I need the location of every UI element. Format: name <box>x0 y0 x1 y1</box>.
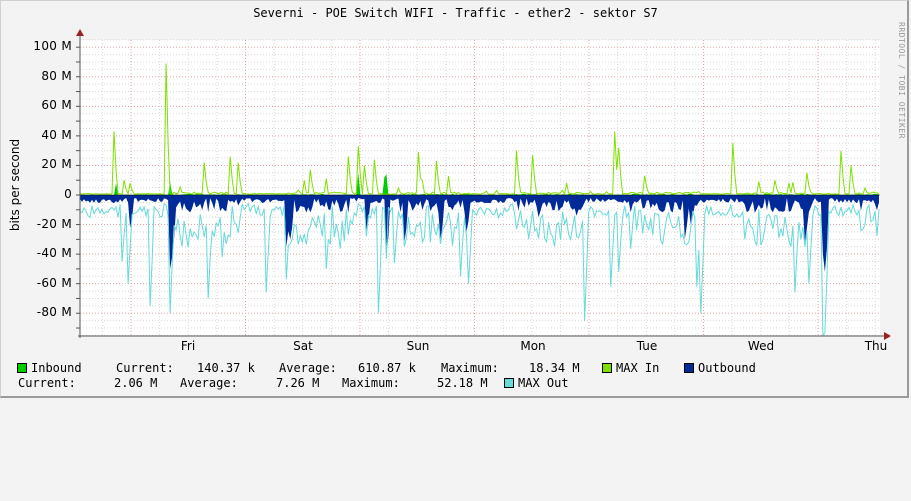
y-tick-label: -80 M <box>36 305 72 320</box>
chart-title: Severni - POE Switch WIFI - Traffic - et… <box>253 6 658 20</box>
grid-lines <box>76 39 879 336</box>
max-out-line <box>79 202 880 337</box>
legend-inbound: Inbound <box>17 361 82 375</box>
inbound-swatch-icon <box>17 363 27 373</box>
y-tick-label: 100 M <box>33 39 72 54</box>
x-tick-label: Sun <box>406 339 430 353</box>
x-tick-label: Mon <box>520 339 546 353</box>
y-tick-label: -40 M <box>36 246 72 261</box>
outbound-current-value: 2.06 M <box>114 376 158 390</box>
rrdtool-watermark: RRDTOOL / TOBI OETIKER <box>897 22 906 139</box>
y-tick-label: 0 <box>64 187 72 201</box>
y-axis-arrow-icon <box>76 29 84 36</box>
outbound-maximum-label: Maximum: <box>342 376 400 390</box>
inbound-current-value: 140.37 k <box>197 361 255 375</box>
inbound-average-value: 610.87 k <box>358 361 416 375</box>
outbound-maximum-value: 52.18 M <box>437 376 488 390</box>
legend-row-2: Current: 2.06 M Average: 7.26 M Maximum:… <box>18 376 569 488</box>
outbound-average-value: 7.26 M <box>276 376 320 390</box>
y-tick-label: 20 M <box>41 157 72 172</box>
outbound-current-label: Current: <box>18 376 76 390</box>
legend-outbound: Outbound <box>684 361 756 375</box>
plot-area <box>76 29 891 340</box>
x-tick-label: Tue <box>636 339 658 353</box>
y-tick-label: 80 M <box>41 68 72 83</box>
max-in-swatch-icon <box>602 363 612 373</box>
x-tick-label: Wed <box>747 339 775 353</box>
graph-frame <box>0 0 909 398</box>
max-out-swatch-icon <box>504 378 514 388</box>
inbound-maximum-label: Maximum: <box>441 361 499 375</box>
x-tick-label: Fri <box>180 339 196 353</box>
inbound-maximum-value: 18.34 M <box>529 361 580 375</box>
legend-max-in: MAX In <box>602 361 659 375</box>
outbound-area <box>80 195 879 272</box>
x-tick-label: Sat <box>293 339 313 353</box>
legend-max-out: MAX Out <box>504 376 569 390</box>
inbound-average-label: Average: <box>279 361 337 375</box>
legend-row-1: Inbound Current: 140.37 k Average: 610.8… <box>17 361 756 501</box>
y-tick-label: -20 M <box>36 216 72 231</box>
y-tick-label: 60 M <box>41 98 72 113</box>
max-in-line <box>79 63 880 196</box>
y-tick-label: 40 M <box>41 127 72 142</box>
x-tick-label: Thu <box>864 339 888 353</box>
y-tick-label: -60 M <box>36 275 72 290</box>
inbound-current-label: Current: <box>116 361 174 375</box>
data-series <box>79 63 880 337</box>
outbound-average-label: Average: <box>180 376 238 390</box>
outbound-swatch-icon <box>684 363 694 373</box>
x-axis-arrow-icon <box>884 332 891 340</box>
